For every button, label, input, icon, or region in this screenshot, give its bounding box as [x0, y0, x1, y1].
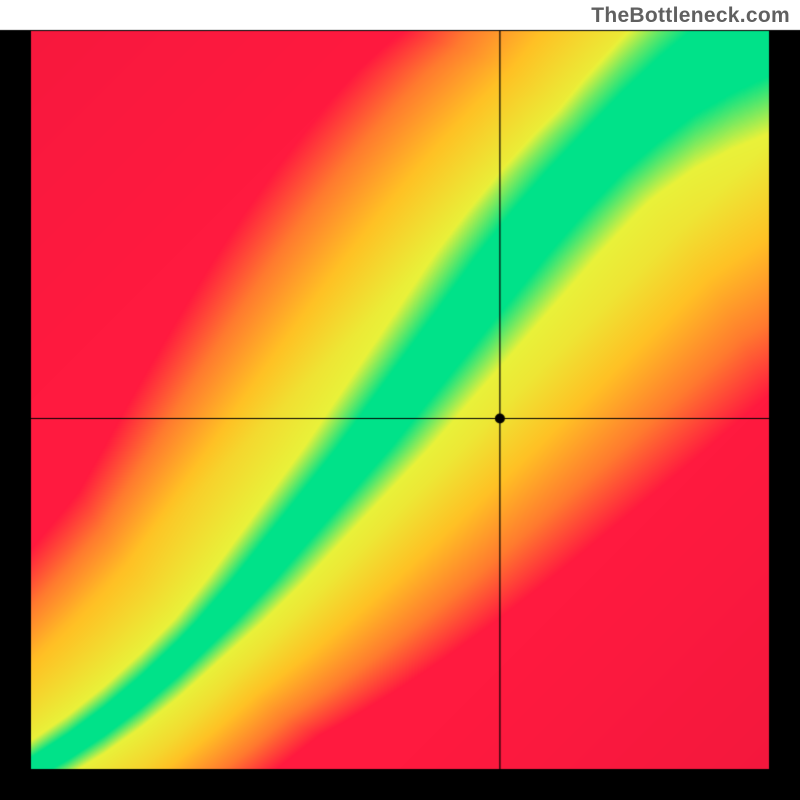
bottleneck-heatmap-canvas [0, 0, 800, 800]
watermark-text: TheBottleneck.com [591, 4, 790, 28]
